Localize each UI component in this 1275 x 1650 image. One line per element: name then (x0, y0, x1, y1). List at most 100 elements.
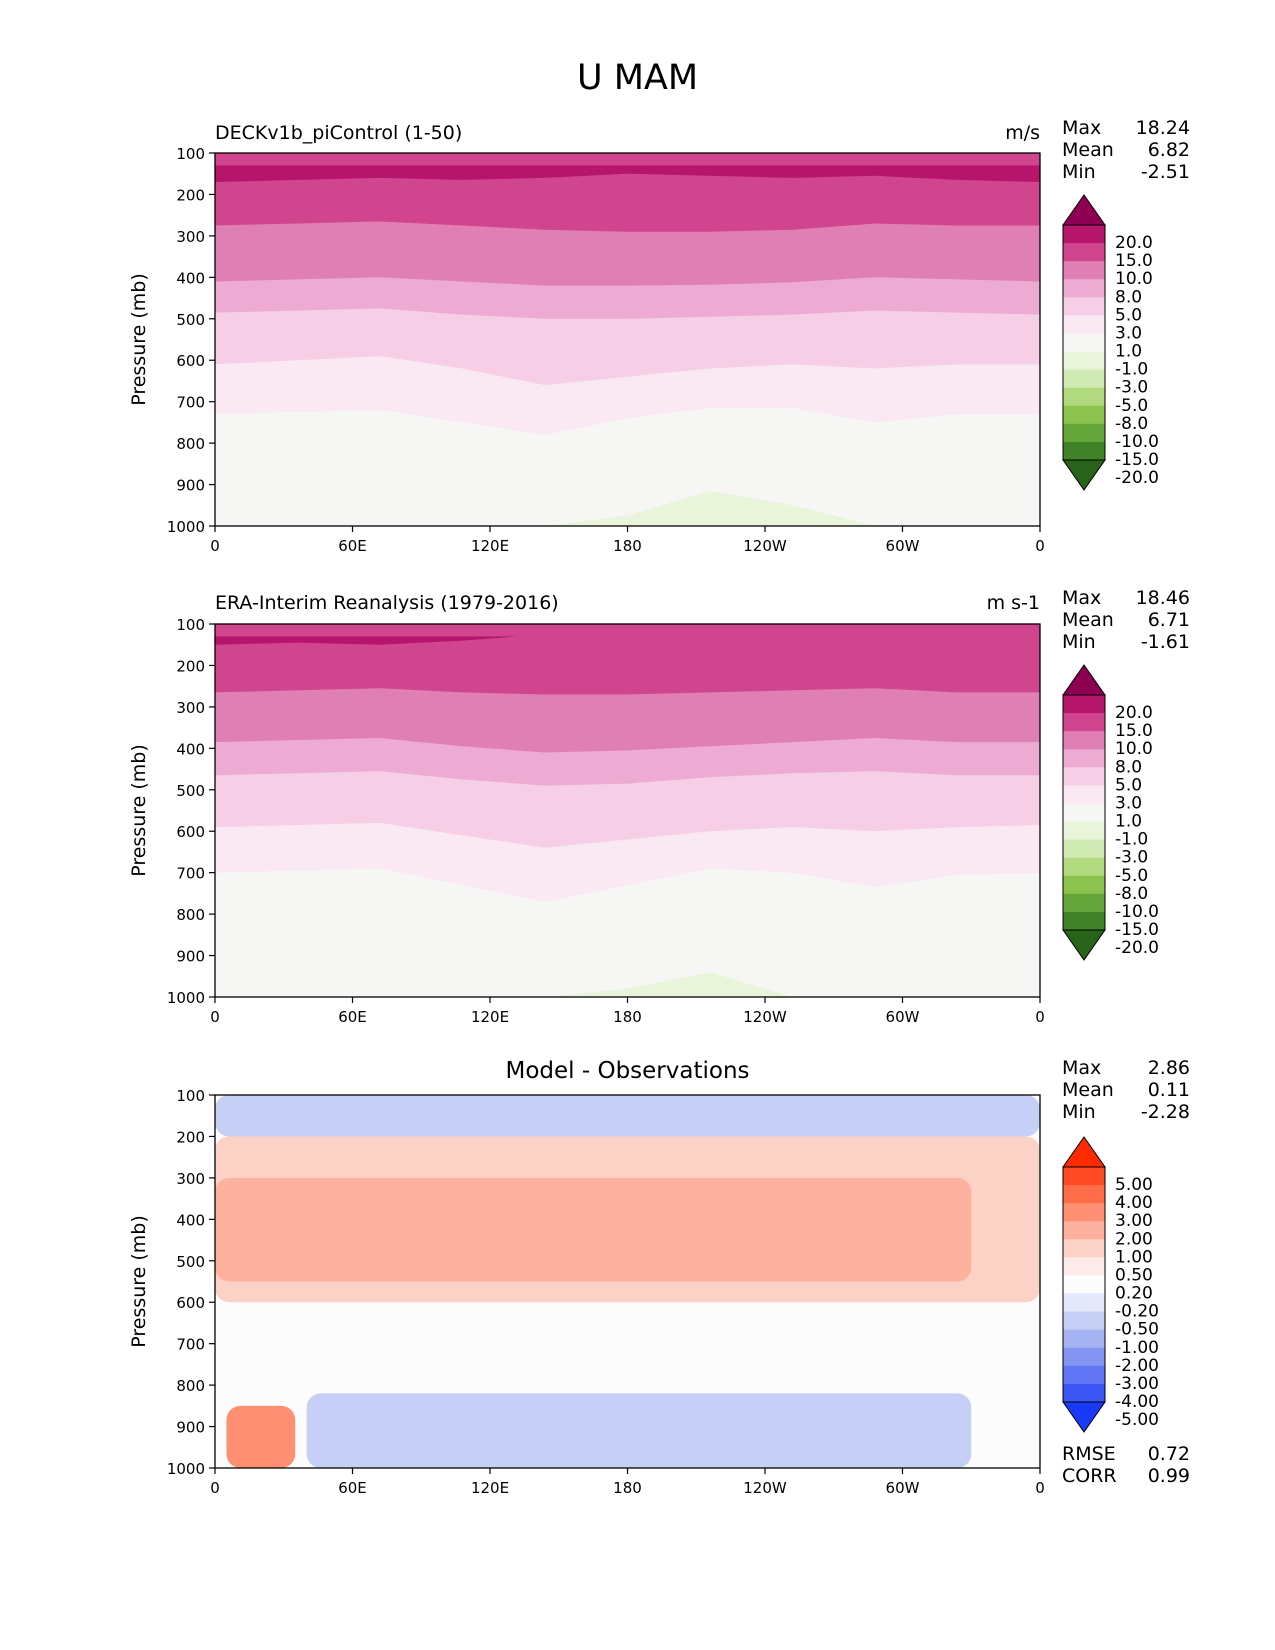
colorbar-band (1063, 911, 1105, 931)
y-tick-label: 400 (176, 740, 205, 758)
colorbar-tick-label: 5.0 (1115, 305, 1142, 325)
y-tick-label: 600 (176, 352, 205, 370)
x-tick-label: 180 (613, 1479, 642, 1497)
colorbar-band (1063, 1203, 1105, 1222)
colorbar-band (1063, 1383, 1105, 1403)
colorbar-tick-label: -5.0 (1115, 866, 1148, 886)
y-tick-label: 600 (176, 823, 205, 841)
panel-3-metrics: RMSE 0.72 CORR 0.99 (1062, 1443, 1190, 1487)
colorbar-band (1063, 1167, 1105, 1186)
panel-3-stats: Max 2.86 Mean 0.11 Min -2.28 (1062, 1057, 1190, 1123)
colorbar-tick-label: -8.0 (1115, 884, 1148, 904)
colorbar-tick-label: -1.00 (1115, 1338, 1159, 1358)
colorbar-frame (1062, 694, 1106, 931)
metric-value: 0.72 (1147, 1443, 1190, 1465)
colorbar-band (1063, 1221, 1105, 1240)
x-tick-label: 0 (1035, 537, 1045, 555)
y-tick-label: 800 (176, 435, 205, 453)
colorbar-tick-label: 5.00 (1115, 1175, 1153, 1195)
stat-label: Mean (1062, 139, 1114, 161)
stat-label: Min (1062, 1101, 1096, 1123)
x-tick-label: 180 (613, 537, 642, 555)
y-tick-label: 700 (176, 865, 205, 883)
y-tick-label: 800 (176, 1377, 205, 1395)
x-tick-label: 60E (338, 1008, 367, 1026)
colorbar-tick-label: 8.0 (1115, 287, 1142, 307)
panel-1-units: m/s (1005, 122, 1040, 144)
x-tick-label: 120E (471, 1008, 509, 1026)
panel-2-stats: Max 18.46 Mean 6.71 Min -1.61 (1062, 587, 1190, 653)
colorbar-band (1063, 875, 1105, 895)
x-tick-label: 180 (613, 1008, 642, 1026)
colorbar-tick-label: -10.0 (1115, 902, 1159, 922)
colorbar-tick-label: 3.00 (1115, 1211, 1153, 1231)
y-tick-label: 500 (176, 311, 205, 329)
stat-label: Max (1062, 587, 1102, 609)
stat-value: 18.24 (1135, 117, 1190, 139)
stat-value: -2.28 (1140, 1101, 1190, 1123)
main-title: U MAM (576, 58, 699, 98)
colorbar-tick-label: -20.0 (1115, 938, 1159, 958)
colorbar-tick-label: 3.0 (1115, 323, 1142, 343)
x-tick-label: 60W (886, 1479, 920, 1497)
y-tick-label: 200 (176, 186, 205, 204)
colorbar-band (1063, 839, 1105, 859)
stat-label: Max (1062, 1057, 1102, 1079)
y-axis-label: Pressure (mb) (128, 273, 150, 406)
colorbar-band (1063, 261, 1105, 280)
y-tick-label: 200 (176, 657, 205, 675)
difference-region (306, 1393, 972, 1468)
colorbar-tick-label: 4.00 (1115, 1193, 1153, 1213)
x-tick-label: 0 (210, 537, 220, 555)
y-tick-label: 700 (176, 1336, 205, 1354)
x-tick-label: 120W (743, 1008, 787, 1026)
y-tick-label: 900 (176, 1419, 205, 1437)
colorbar-tick-label: -20.0 (1115, 468, 1159, 488)
colorbar-tick-label: -1.0 (1115, 830, 1148, 850)
colorbar-band (1063, 1293, 1105, 1313)
colorbar-tick-label: -15.0 (1115, 450, 1159, 470)
colorbar-band (1063, 315, 1105, 334)
colorbar-band (1063, 423, 1105, 443)
x-tick-label: 0 (210, 1479, 220, 1497)
colorbar-band (1063, 893, 1105, 913)
colorbar-tick-label: -2.00 (1115, 1356, 1159, 1376)
x-tick-label: 120W (743, 1479, 787, 1497)
x-tick-label: 60W (886, 1008, 920, 1026)
panel-1-stats: Max 18.24 Mean 6.82 Min -2.51 (1062, 117, 1190, 183)
stat-label: Mean (1062, 609, 1114, 631)
panel-3-title: Model - Observations (505, 1058, 750, 1084)
panel-2-units: m s-1 (986, 592, 1040, 614)
colorbar-tick-label: 1.00 (1115, 1247, 1153, 1267)
metric-label: CORR (1062, 1465, 1117, 1487)
colorbar-extend-bottom (1062, 459, 1106, 491)
colorbar-extend-bottom (1062, 929, 1106, 961)
x-tick-label: 60W (886, 537, 920, 555)
y-tick-label: 1000 (167, 518, 205, 536)
colorbar-tick-label: -8.0 (1115, 414, 1148, 434)
colorbar-tick-label: 0.50 (1115, 1265, 1153, 1285)
colorbar-band (1063, 225, 1105, 244)
y-tick-label: 900 (176, 477, 205, 495)
y-tick-label: 1000 (167, 1460, 205, 1478)
stat-value: 0.11 (1147, 1079, 1190, 1101)
colorbar-extend-top (1062, 194, 1106, 226)
y-axis-label: Pressure (mb) (128, 1215, 150, 1348)
stat-value: -2.51 (1140, 161, 1190, 183)
panel-1-title: DECKv1b_piControl (1-50) (215, 122, 463, 144)
y-tick-label: 300 (176, 699, 205, 717)
colorbar-band (1063, 1347, 1105, 1367)
colorbar-tick-label: 2.00 (1115, 1229, 1153, 1249)
colorbar-extend-bottom (1062, 1401, 1106, 1433)
colorbar-tick-label: -0.50 (1115, 1320, 1159, 1340)
colorbar-band (1063, 297, 1105, 316)
y-tick-label: 100 (176, 616, 205, 634)
colorbar-band (1063, 821, 1105, 841)
stat-value: 6.71 (1147, 609, 1190, 631)
colorbar-tick-label: -3.0 (1115, 848, 1148, 868)
colorbar-tick-label: 15.0 (1115, 251, 1153, 271)
y-tick-label: 400 (176, 269, 205, 287)
y-tick-label: 500 (176, 1253, 205, 1271)
x-tick-label: 60E (338, 537, 367, 555)
